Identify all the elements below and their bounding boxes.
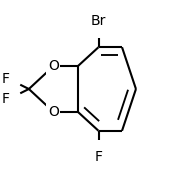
Text: F: F	[95, 150, 102, 164]
Text: Br: Br	[91, 14, 106, 28]
Text: O: O	[48, 105, 59, 119]
Text: F: F	[2, 72, 10, 87]
Text: F: F	[2, 91, 10, 106]
Text: O: O	[48, 59, 59, 73]
